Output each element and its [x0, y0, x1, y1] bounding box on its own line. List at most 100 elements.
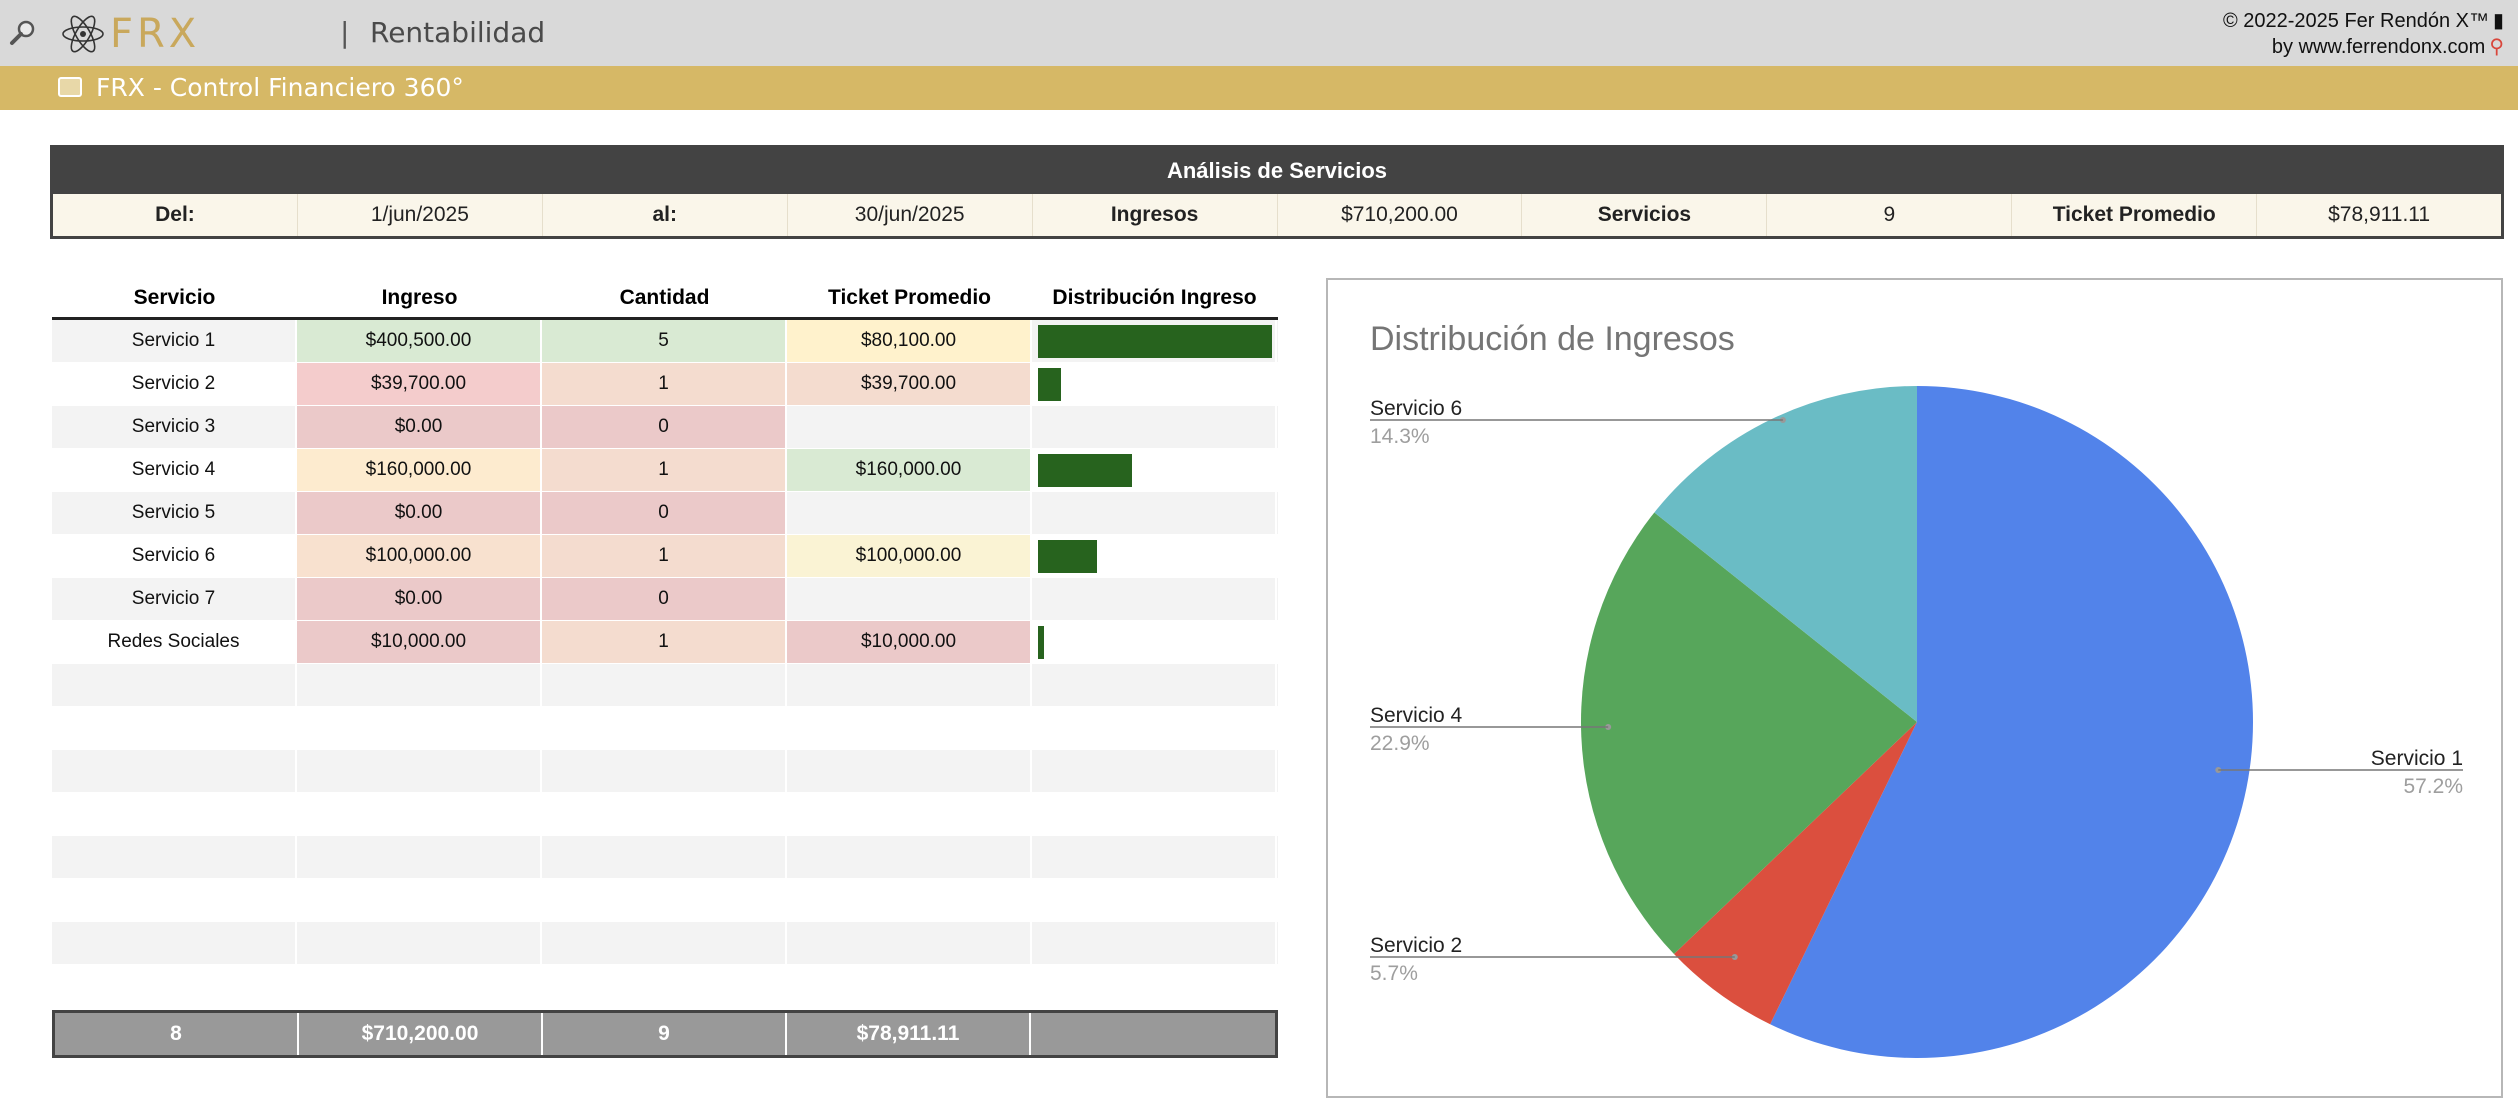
- cell-cantidad[interactable]: [542, 965, 787, 1007]
- cell-cantidad[interactable]: [542, 750, 787, 792]
- pie-chart-panel[interactable]: Distribución de Ingresos Servicio 1 57.2%…: [1326, 278, 2503, 1098]
- cell-ticket[interactable]: [787, 879, 1032, 921]
- pie-chart[interactable]: Distribución de Ingresos Servicio 1 57.2%…: [1328, 280, 2505, 1100]
- cell-ticket[interactable]: [787, 707, 1032, 749]
- pie-slice[interactable]: [1770, 386, 2253, 1058]
- cell-servicio[interactable]: Redes Sociales: [52, 621, 297, 663]
- cell-ingreso[interactable]: $0.00: [297, 578, 542, 620]
- cell-ingreso[interactable]: [297, 707, 542, 749]
- cell-ticket[interactable]: [787, 406, 1032, 448]
- cell-ingreso[interactable]: [297, 922, 542, 964]
- cell-cantidad[interactable]: [542, 879, 787, 921]
- cell-cantidad[interactable]: 1: [542, 363, 787, 405]
- cell-cantidad[interactable]: [542, 664, 787, 706]
- cell-cantidad[interactable]: [542, 793, 787, 835]
- cell-distribucion[interactable]: [1032, 922, 1277, 964]
- cell-distribucion[interactable]: [1032, 793, 1277, 835]
- cell-ingreso[interactable]: [297, 879, 542, 921]
- credits-website[interactable]: by www.ferrendonx.com: [2271, 36, 2486, 58]
- cell-servicio[interactable]: [52, 707, 297, 749]
- cell-ingreso[interactable]: $39,700.00: [297, 363, 542, 405]
- cell-cantidad[interactable]: 1: [542, 535, 787, 577]
- cell-servicio[interactable]: Servicio 7: [52, 578, 297, 620]
- cell-servicio[interactable]: [52, 965, 297, 1007]
- cell-cantidad[interactable]: 5: [542, 320, 787, 362]
- cell-servicio[interactable]: Servicio 5: [52, 492, 297, 534]
- cell-servicio[interactable]: [52, 922, 297, 964]
- cell-ticket[interactable]: [787, 578, 1032, 620]
- cell-servicio[interactable]: [52, 750, 297, 792]
- slice-name-label: Servicio 2: [1370, 934, 1462, 957]
- cell-ingreso[interactable]: $10,000.00: [297, 621, 542, 663]
- cell-servicio[interactable]: Servicio 6: [52, 535, 297, 577]
- pie-slice[interactable]: [1581, 512, 1917, 955]
- cell-distribucion[interactable]: [1032, 320, 1277, 362]
- cell-distribucion[interactable]: [1032, 836, 1277, 878]
- pie-slice[interactable]: [1673, 722, 1917, 1025]
- cell-ticket[interactable]: [787, 836, 1032, 878]
- cell-servicio[interactable]: Servicio 4: [52, 449, 297, 491]
- table-row: Servicio 6 $100,000.00 1 $100,000.00: [52, 535, 1278, 578]
- cell-cantidad[interactable]: 0: [542, 492, 787, 534]
- cell-ticket[interactable]: [787, 664, 1032, 706]
- cell-ticket[interactable]: [787, 922, 1032, 964]
- to-date[interactable]: 30/jun/2025: [788, 194, 1033, 236]
- cell-ticket[interactable]: [787, 492, 1032, 534]
- cell-distribucion[interactable]: [1032, 879, 1277, 921]
- cell-ticket[interactable]: [787, 793, 1032, 835]
- cell-distribucion[interactable]: [1032, 363, 1277, 405]
- cell-servicio[interactable]: [52, 836, 297, 878]
- cell-cantidad[interactable]: 0: [542, 578, 787, 620]
- cell-cantidad[interactable]: 1: [542, 449, 787, 491]
- cell-distribucion[interactable]: [1032, 492, 1277, 534]
- slice-name-label: Servicio 1: [2371, 747, 2463, 770]
- ticket-value: $78,911.11: [2328, 203, 2431, 226]
- cell-cantidad[interactable]: [542, 922, 787, 964]
- from-date[interactable]: 1/jun/2025: [298, 194, 543, 236]
- cell-ingreso[interactable]: [297, 664, 542, 706]
- cell-cantidad[interactable]: 1: [542, 621, 787, 663]
- cell-ingreso[interactable]: [297, 965, 542, 1007]
- cell-ticket[interactable]: $100,000.00: [787, 535, 1032, 577]
- cell-distribucion[interactable]: [1032, 750, 1277, 792]
- cell-servicio[interactable]: Servicio 1: [52, 320, 297, 362]
- cell-ticket[interactable]: [787, 750, 1032, 792]
- table-footer: 8 $710,200.00 9 $78,911.11: [52, 1010, 1278, 1058]
- cell-cantidad[interactable]: [542, 836, 787, 878]
- cell-distribucion[interactable]: [1032, 965, 1277, 1007]
- frx-logo[interactable]: FRX: [60, 6, 200, 62]
- cell-ingreso[interactable]: [297, 750, 542, 792]
- title-separator: |: [340, 16, 350, 49]
- cell-distribucion[interactable]: [1032, 664, 1277, 706]
- cell-ticket[interactable]: [787, 965, 1032, 1007]
- cell-ingreso[interactable]: $160,000.00: [297, 449, 542, 491]
- cell-distribucion[interactable]: [1032, 406, 1277, 448]
- pie-slice[interactable]: [1654, 386, 1917, 722]
- cell-ingreso[interactable]: [297, 836, 542, 878]
- cell-ingreso[interactable]: $400,500.00: [297, 320, 542, 362]
- cell-ingreso[interactable]: $0.00: [297, 492, 542, 534]
- cell-servicio[interactable]: [52, 793, 297, 835]
- cell-servicio[interactable]: Servicio 2: [52, 363, 297, 405]
- cell-cantidad[interactable]: [542, 707, 787, 749]
- cell-servicio[interactable]: [52, 879, 297, 921]
- cell-distribucion[interactable]: [1032, 535, 1277, 577]
- services-table: Servicio Ingreso Cantidad Ticket Promedi…: [52, 278, 1278, 1058]
- cell-ticket[interactable]: $160,000.00: [787, 449, 1032, 491]
- search-icon[interactable]: [8, 18, 38, 48]
- cell-ticket[interactable]: $10,000.00: [787, 621, 1032, 663]
- cell-ingreso[interactable]: [297, 793, 542, 835]
- cell-ticket[interactable]: $39,700.00: [787, 363, 1032, 405]
- table-header: Servicio Ingreso Cantidad Ticket Promedi…: [52, 278, 1278, 320]
- cell-distribucion[interactable]: [1032, 621, 1277, 663]
- cell-distribucion[interactable]: [1032, 449, 1277, 491]
- cell-ticket[interactable]: $80,100.00: [787, 320, 1032, 362]
- cell-servicio[interactable]: Servicio 3: [52, 406, 297, 448]
- cell-cantidad[interactable]: 0: [542, 406, 787, 448]
- cell-servicio[interactable]: [52, 664, 297, 706]
- cell-distribucion[interactable]: [1032, 707, 1277, 749]
- cell-ingreso[interactable]: $100,000.00: [297, 535, 542, 577]
- cell-ingreso[interactable]: $0.00: [297, 406, 542, 448]
- table-row: [52, 836, 1278, 879]
- cell-distribucion[interactable]: [1032, 578, 1277, 620]
